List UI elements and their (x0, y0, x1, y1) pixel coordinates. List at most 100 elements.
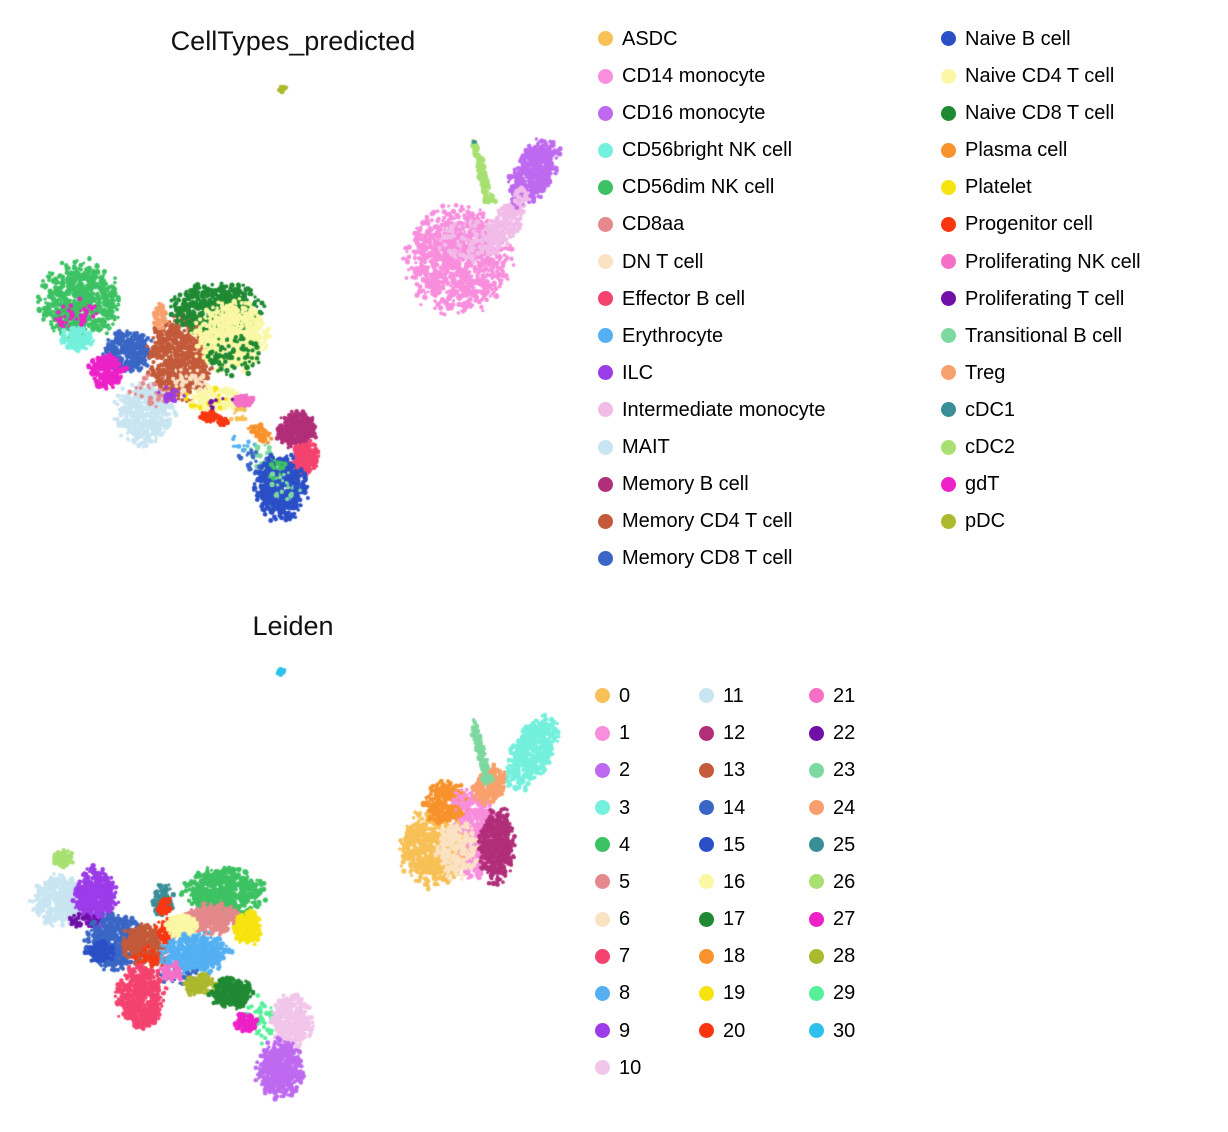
legend-item-6: 6 (595, 901, 641, 938)
legend-item-cd8aa: CD8aa (598, 206, 825, 243)
legend-label-cd16-monocyte: CD16 monocyte (622, 102, 766, 125)
legend-item-0: 0 (595, 677, 641, 714)
legend-dot-12 (699, 725, 714, 741)
legend-label-8: 8 (619, 982, 631, 1005)
legend-label-effector-b-cell: Effector B cell (622, 287, 746, 310)
legend-item-transitional-b-cell: Transitional B cell (941, 317, 1141, 354)
legend-item-29: 29 (809, 975, 855, 1012)
legend-item-progenitor-cell: Progenitor cell (941, 206, 1141, 243)
legend-column: 11 12 13 14 15 16 17 18 19 20 (699, 677, 745, 1049)
legend-label-pdc: pDC (965, 510, 1006, 533)
legend-label-1: 1 (619, 722, 631, 745)
legend-dot-17 (699, 911, 714, 927)
legend-dot-cd16-monocyte (598, 105, 613, 121)
legend-dot-naive-cd4-t-cell (941, 68, 956, 84)
legend-item-21: 21 (809, 677, 855, 714)
legend-dot-naive-b-cell (941, 31, 956, 47)
legend-label-memory-b-cell: Memory B cell (622, 473, 749, 496)
legend-dot-erythrocyte (598, 328, 613, 344)
legend-label-28: 28 (833, 945, 856, 968)
legend-label-treg: Treg (965, 361, 1006, 384)
legend-label-naive-cd4-t-cell: Naive CD4 T cell (965, 65, 1115, 88)
legend-dot-1 (595, 725, 610, 741)
legend-dot-27 (809, 911, 824, 927)
legend-item-proliferating-t-cell: Proliferating T cell (941, 280, 1141, 317)
legend-label-platelet: Platelet (965, 176, 1032, 199)
legend-label-5: 5 (619, 870, 631, 893)
legend-item-4: 4 (595, 826, 641, 863)
legend-item-cd56dim-nk-cell: CD56dim NK cell (598, 169, 825, 206)
legend-item-2: 2 (595, 752, 641, 789)
legend-dot-18 (699, 948, 714, 964)
legend-item-platelet: Platelet (941, 169, 1141, 206)
legend-dot-intermediate-monocyte (598, 402, 613, 418)
legend-item-8: 8 (595, 975, 641, 1012)
legend-item-17: 17 (699, 901, 745, 938)
legend-item-10: 10 (595, 1049, 641, 1086)
legend-label-12: 12 (723, 722, 746, 745)
legend-dot-asdc (598, 31, 613, 47)
legend-label-cdc2: cDC2 (965, 436, 1016, 459)
legend-item-pdc: pDC (941, 503, 1141, 540)
legend-dot-15 (699, 837, 714, 853)
legend-dot-pdc (941, 513, 956, 529)
legend-dot-21 (809, 688, 824, 704)
legend-label-9: 9 (619, 1019, 631, 1042)
legend-dot-16 (699, 874, 714, 890)
legend-dot-progenitor-cell (941, 216, 956, 232)
legend-item-memory-b-cell: Memory B cell (598, 466, 825, 503)
legend-item-18: 18 (699, 938, 745, 975)
legend-label-memory-cd4-t-cell: Memory CD4 T cell (622, 510, 793, 533)
legend-dot-ilc (598, 365, 613, 381)
legend-item-intermediate-monocyte: Intermediate monocyte (598, 391, 825, 428)
legend-dot-treg (941, 365, 956, 381)
legend-label-17: 17 (723, 908, 746, 931)
legend-item-15: 15 (699, 826, 745, 863)
legend-label-30: 30 (833, 1019, 856, 1042)
legend-label-ilc: ILC (622, 361, 654, 384)
legend-label-26: 26 (833, 870, 856, 893)
celltypes-panel-title: CellTypes_predicted (170, 26, 416, 56)
legend-item-dn-t-cell: DN T cell (598, 243, 825, 280)
legend-item-proliferating-nk-cell: Proliferating NK cell (941, 243, 1141, 280)
legend-item-1: 1 (595, 715, 641, 752)
legend-label-13: 13 (723, 759, 746, 782)
legend-label-plasma-cell: Plasma cell (965, 139, 1068, 162)
legend-label-7: 7 (619, 945, 631, 968)
legend-dot-25 (809, 837, 824, 853)
legend-item-25: 25 (809, 826, 855, 863)
legend-dot-20 (699, 1023, 714, 1039)
legend-item-gdt: gdT (941, 466, 1141, 503)
legend-item-12: 12 (699, 715, 745, 752)
legend-item-13: 13 (699, 752, 745, 789)
legend-label-erythrocyte: Erythrocyte (622, 324, 724, 347)
legend-label-23: 23 (833, 759, 856, 782)
legend-label-naive-b-cell: Naive B cell (965, 27, 1071, 50)
legend-dot-14 (699, 800, 714, 816)
legend-label-10: 10 (619, 1056, 642, 1079)
legend-item-naive-b-cell: Naive B cell (941, 20, 1141, 57)
legend-dot-cd8aa (598, 216, 613, 232)
legend-dot-cdc1 (941, 402, 956, 418)
legend-item-24: 24 (809, 789, 855, 826)
legend-dot-10 (595, 1060, 610, 1076)
legend-label-asdc: ASDC (622, 27, 678, 50)
legend-dot-28 (809, 948, 824, 964)
legend-label-cd8aa: CD8aa (622, 213, 685, 236)
legend-dot-9 (595, 1023, 610, 1039)
legend-label-transitional-b-cell: Transitional B cell (965, 324, 1123, 347)
legend-dot-naive-cd8-t-cell (941, 105, 956, 121)
legend-item-memory-cd4-t-cell: Memory CD4 T cell (598, 503, 825, 540)
legend-dot-plasma-cell (941, 142, 956, 158)
legend-item-erythrocyte: Erythrocyte (598, 317, 825, 354)
legend-item-asdc: ASDC (598, 20, 825, 57)
legend-item-16: 16 (699, 863, 745, 900)
legend-item-naive-cd8-t-cell: Naive CD8 T cell (941, 95, 1141, 132)
legend-item-cd14-monocyte: CD14 monocyte (598, 58, 825, 95)
legend-label-proliferating-t-cell: Proliferating T cell (965, 287, 1125, 310)
legend-label-4: 4 (619, 833, 631, 856)
legend-column: 21 22 23 24 25 26 27 28 29 30 (809, 677, 855, 1049)
legend-label-3: 3 (619, 796, 631, 819)
